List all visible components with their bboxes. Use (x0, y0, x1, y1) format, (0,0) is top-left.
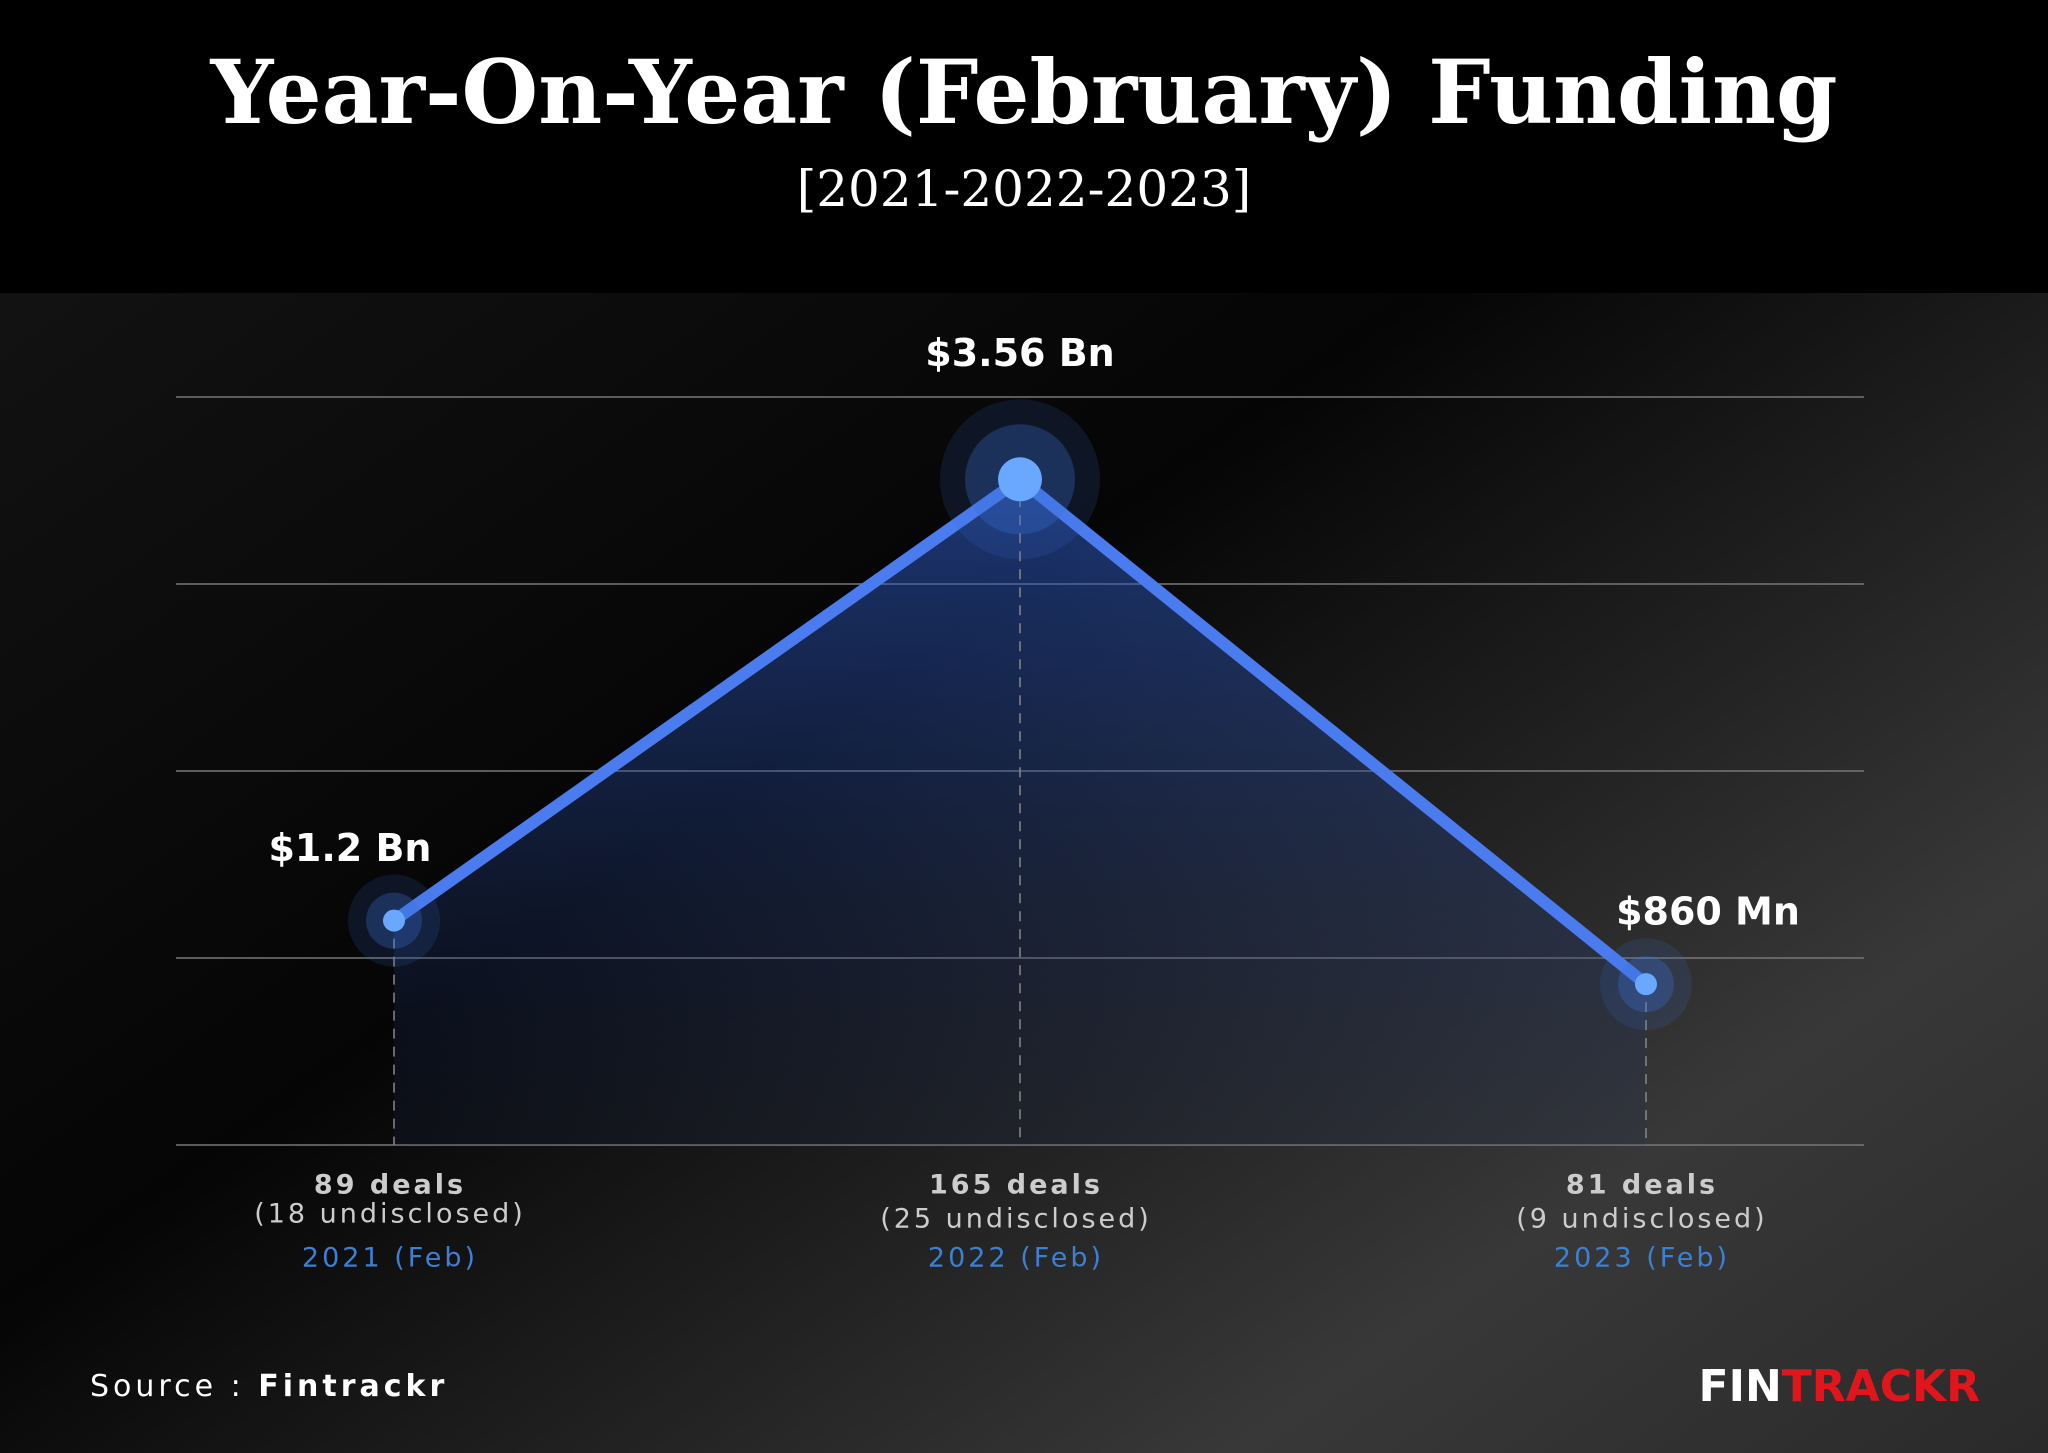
value-label: $1.2 Bn (268, 826, 431, 870)
deals-label: 165 deals (929, 1170, 1103, 1201)
source-name: Fintrackr (258, 1369, 448, 1404)
brand: FINTRACKR (1699, 1361, 1980, 1412)
x-tick-label: 2022 (Feb) (928, 1243, 1104, 1274)
point (1635, 973, 1657, 996)
deals-label: 81 deals (1566, 1170, 1718, 1201)
value-label: $3.56 Bn (925, 331, 1114, 375)
point (998, 457, 1042, 502)
point (383, 909, 405, 932)
undisclosed-label: (18 undisclosed) (254, 1199, 526, 1230)
source-label: Source : (90, 1369, 245, 1404)
brand-part: TRACKR (1782, 1361, 1980, 1412)
header (0, 0, 2048, 293)
brand-part: FIN (1699, 1361, 1782, 1412)
deals-label: 89 deals (314, 1170, 466, 1201)
value-label: $860 Mn (1616, 890, 1800, 934)
x-tick-label: 2023 (Feb) (1554, 1243, 1730, 1274)
undisclosed-label: (25 undisclosed) (880, 1204, 1152, 1235)
undisclosed-label: (9 undisclosed) (1516, 1204, 1767, 1235)
x-tick-label: 2021 (Feb) (302, 1243, 478, 1274)
source: Source : Fintrackr (90, 1369, 448, 1404)
chart-title: Year-On-Year (February) Funding (209, 40, 1837, 144)
chart-subtitle: [2021-2022-2023] (797, 160, 1252, 218)
